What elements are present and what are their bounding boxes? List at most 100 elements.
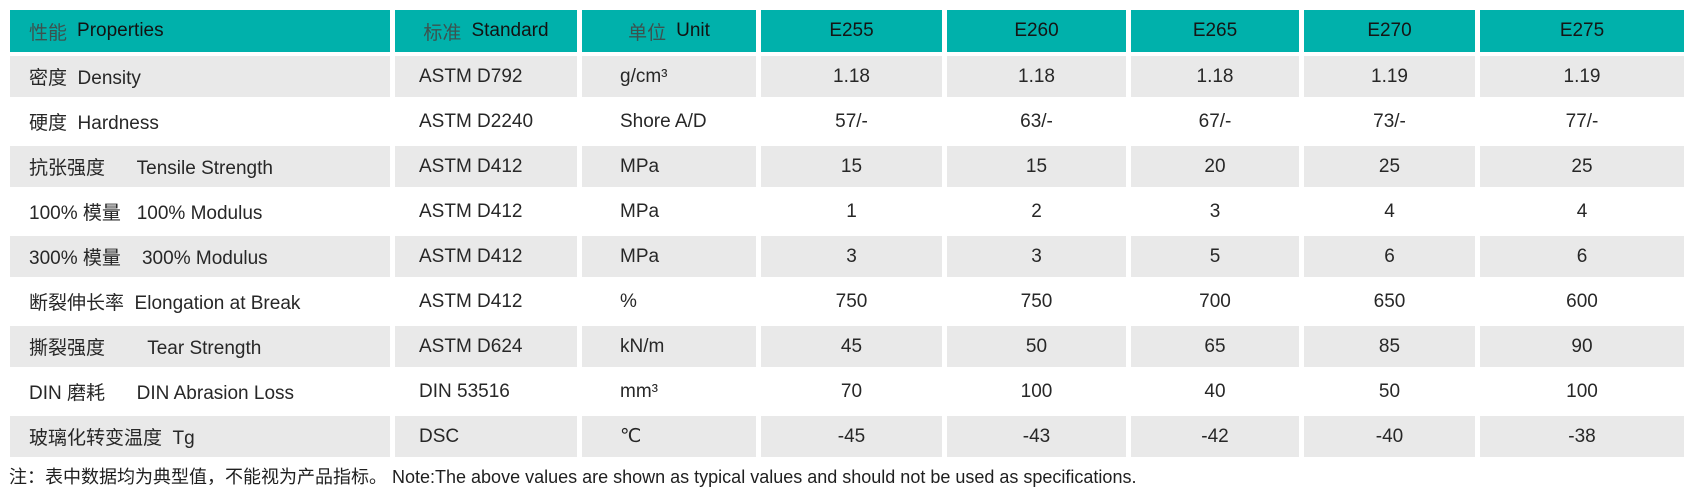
header-cell-grade-e265: E265 [1131, 10, 1299, 52]
unit-cell: ℃ [582, 416, 756, 457]
property-cell: 100% 模量 100% Modulus [10, 191, 390, 232]
value-cell: 77/- [1480, 101, 1684, 142]
footnote: 注：表中数据均为典型值，不能视为产品指标。 Note:The above val… [9, 467, 1137, 487]
value-cell: 700 [1131, 281, 1299, 322]
value-cell: 3 [1131, 191, 1299, 232]
header-cell-unit: 单位 Unit [582, 10, 756, 52]
standard-cell: ASTM D624 [395, 326, 577, 367]
value-cell: 73/- [1304, 101, 1475, 142]
standard-cell: ASTM D2240 [395, 101, 577, 142]
value-cell: 1.18 [947, 56, 1126, 97]
property-cell: DIN 磨耗 DIN Abrasion Loss [10, 371, 390, 412]
value-cell: 85 [1304, 326, 1475, 367]
value-cell: 45 [761, 326, 942, 367]
standard-cell: ASTM D412 [395, 191, 577, 232]
value-cell: 650 [1304, 281, 1475, 322]
property-cell: 断裂伸长率 Elongation at Break [10, 281, 390, 322]
value-cell: 67/- [1131, 101, 1299, 142]
header-cell-grade-e275: E275 [1480, 10, 1684, 52]
table-row: 300% 模量 300% Modulus ASTM D412 MPa 3 3 5 6 6 [10, 236, 1684, 277]
value-cell: -43 [947, 416, 1126, 457]
value-cell: 15 [761, 146, 942, 187]
header-properties-en: Properties [77, 20, 164, 41]
unit-cell: Shore A/D [582, 101, 756, 142]
property-cell: 玻璃化转变温度 Tg [10, 416, 390, 457]
table-row: 玻璃化转变温度 Tg DSC ℃ -45 -43 -42 -40 -38 [10, 416, 1684, 457]
value-cell: 15 [947, 146, 1126, 187]
standard-cell: ASTM D412 [395, 281, 577, 322]
value-cell: 65 [1131, 326, 1299, 367]
value-cell: 100 [1480, 371, 1684, 412]
standard-cell: ASTM D792 [395, 56, 577, 97]
value-cell: -42 [1131, 416, 1299, 457]
value-cell: 90 [1480, 326, 1684, 367]
table-row: 硬度 Hardness ASTM D2240 Shore A/D 57/- 63/- 67… [10, 101, 1684, 142]
value-cell: 50 [1304, 371, 1475, 412]
value-cell: 1.19 [1304, 56, 1475, 97]
header-properties-cn: 性能 [29, 22, 68, 44]
value-cell: 70 [761, 371, 942, 412]
value-cell: -40 [1304, 416, 1475, 457]
value-cell: -38 [1480, 416, 1684, 457]
table-row: 密度 Density ASTM D792 g/cm³ 1.18 1.18 1.18 1.19… [10, 56, 1684, 97]
table-header-row: 性能 Properties 标准 Standard 单位 Unit E255 E260… [10, 10, 1684, 52]
table-body: 密度 Density ASTM D792 g/cm³ 1.18 1.18 1.18 1.19… [10, 56, 1684, 457]
table-row: 断裂伸长率 Elongation at Break ASTM D412% 750 75… [10, 281, 1684, 322]
value-cell: 600 [1480, 281, 1684, 322]
value-cell: 63/- [947, 101, 1126, 142]
value-cell: 2 [947, 191, 1126, 232]
unit-cell: MPa [582, 191, 756, 232]
table-row: 抗张强度 Tensile Strength ASTM D412 MPa 15 15 20 2… [10, 146, 1684, 187]
standard-cell: DSC [395, 416, 577, 457]
header-cell-grade-e255: E255 [761, 10, 942, 52]
unit-cell: MPa [582, 146, 756, 187]
header-cell-grade-e260: E260 [947, 10, 1126, 52]
value-cell: 6 [1480, 236, 1684, 277]
unit-cell: % [582, 281, 756, 322]
properties-spec-table: 性能 Properties 标准 Standard 单位 Unit E255 E260… [10, 10, 1684, 457]
property-cell: 300% 模量 300% Modulus [10, 236, 390, 277]
value-cell: 3 [761, 236, 942, 277]
value-cell: 4 [1480, 191, 1684, 232]
header-unit-cn: 单位 [628, 22, 667, 44]
value-cell: 25 [1480, 146, 1684, 187]
value-cell: 3 [947, 236, 1126, 277]
unit-cell: kN/m [582, 326, 756, 367]
value-cell: 6 [1304, 236, 1475, 277]
value-cell: 40 [1131, 371, 1299, 412]
header-cell-properties: 性能 Properties [10, 10, 390, 52]
value-cell: 20 [1131, 146, 1299, 187]
header-standard-cn: 标准 [423, 22, 462, 44]
property-cell: 撕裂强度 Tear Strength [10, 326, 390, 367]
header-unit-en: Unit [676, 20, 710, 41]
standard-cell: ASTM D412 [395, 146, 577, 187]
value-cell: 1.18 [1131, 56, 1299, 97]
property-cell: 硬度 Hardness [10, 101, 390, 142]
value-cell: 50 [947, 326, 1126, 367]
value-cell: 750 [947, 281, 1126, 322]
value-cell: 1 [761, 191, 942, 232]
standard-cell: DIN 53516 [395, 371, 577, 412]
value-cell: 1.18 [761, 56, 942, 97]
header-standard-en: Standard [471, 20, 549, 41]
table-row: 100% 模量 100% Modulus ASTM D412 MPa 1 2 3 4 4 [10, 191, 1684, 232]
value-cell: 25 [1304, 146, 1475, 187]
header-cell-standard: 标准 Standard [395, 10, 577, 52]
value-cell: 4 [1304, 191, 1475, 232]
value-cell: -45 [761, 416, 942, 457]
unit-cell: mm³ [582, 371, 756, 412]
table-row: DIN 磨耗 DIN Abrasion Loss DIN 53516 mm³ 70 10… [10, 371, 1684, 412]
value-cell: 750 [761, 281, 942, 322]
property-cell: 密度 Density [10, 56, 390, 97]
header-cell-grade-e270: E270 [1304, 10, 1475, 52]
value-cell: 1.19 [1480, 56, 1684, 97]
value-cell: 5 [1131, 236, 1299, 277]
property-cell: 抗张强度 Tensile Strength [10, 146, 390, 187]
standard-cell: ASTM D412 [395, 236, 577, 277]
unit-cell: MPa [582, 236, 756, 277]
value-cell: 100 [947, 371, 1126, 412]
unit-cell: g/cm³ [582, 56, 756, 97]
table-row: 撕裂强度 Tear Strength ASTM D624 kN/m 45 50 65 85 9… [10, 326, 1684, 367]
value-cell: 57/- [761, 101, 942, 142]
